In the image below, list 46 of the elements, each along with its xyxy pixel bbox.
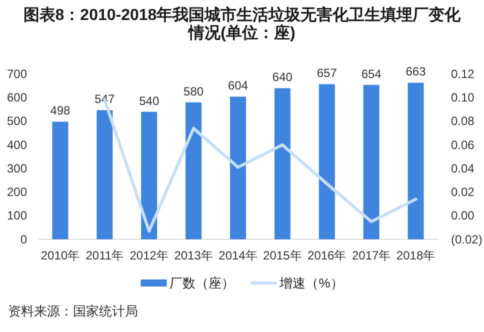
bar [408,82,424,240]
data-label: 640 [272,70,293,84]
y-tick-label: 500 [6,114,28,128]
bar [52,122,68,240]
x-tick-label: 2014年 [218,248,258,262]
data-label: 580 [184,84,204,98]
data-label: 604 [228,78,248,93]
x-tick-label: 2011年 [86,248,124,262]
y2-tick-label: 0.00 [451,208,475,223]
data-label: 663 [406,64,426,79]
y2-tick-label: 0.02 [451,185,475,200]
legend-label: 厂数（座） [170,276,235,290]
y2-tick-label: 0.06 [451,138,475,152]
legend-label: 增速（%） [278,276,344,290]
bar [186,102,202,240]
x-tick-label: 2012年 [130,248,168,262]
y-tick-label: 700 [6,67,28,81]
bar [141,112,158,240]
y2-tick-label: 0.12 [451,67,475,81]
data-label: 657 [316,66,338,80]
bar [230,96,246,240]
y-tick-label: 200 [6,185,28,200]
y-tick-label: 0 [20,232,28,246]
x-tick-label: 2013年 [174,248,213,262]
x-tick-label: 2010年 [40,248,80,262]
bar [274,88,290,240]
data-label: 540 [139,94,160,108]
x-tick-label: 2015年 [263,248,302,262]
x-tick-label: 2016年 [308,248,346,262]
y2-tick-label: (0.02) [451,232,482,246]
y-tick-label: 400 [6,138,28,152]
data-label: 498 [50,104,71,118]
text: 资料来源：国家统计局 [8,304,138,318]
y2-tick-label: 0.08 [451,114,475,128]
y2-tick-label: 0.10 [451,90,475,105]
x-tick-label: 2018年 [396,248,436,262]
y-tick-label: 600 [6,90,28,105]
y-tick-label: 300 [6,161,28,176]
y-tick-label: 100 [6,208,28,223]
bar [363,84,380,240]
chart-title: 图表8：2010-2018年我国城市生活垃圾无害化卫生填埋厂变化情况(单位：座) [22,7,462,43]
bar [318,84,335,240]
data-label: 654 [361,66,382,81]
y2-tick-label: 0.04 [451,161,475,176]
bar [96,110,113,240]
x-tick-label: 2017年 [352,248,391,262]
